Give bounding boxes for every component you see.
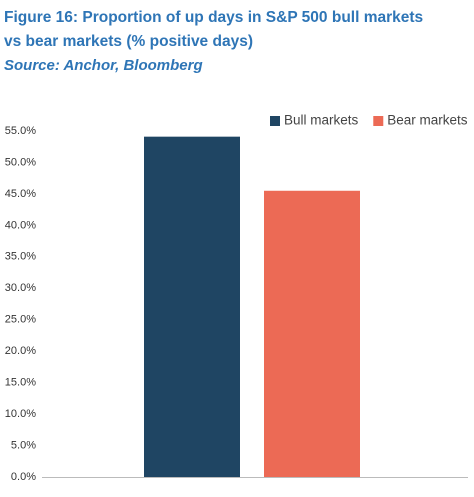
y-tick-label: 55.0%: [5, 125, 36, 137]
bar: [264, 190, 360, 477]
y-tick-label: 35.0%: [5, 251, 36, 263]
bar: [144, 136, 240, 478]
legend-swatch: [373, 116, 384, 126]
y-tick-label: 50.0%: [5, 156, 36, 168]
y-tick-label: 20.0%: [5, 345, 36, 357]
y-tick-label: 30.0%: [5, 282, 36, 294]
y-tick-label: 40.0%: [5, 219, 36, 231]
legend-label: Bear markets: [387, 113, 468, 128]
y-tick-label: 25.0%: [5, 314, 36, 326]
legend-swatch: [270, 116, 280, 126]
chart-title: Figure 16: Proportion of up days in S&P …: [4, 9, 423, 26]
chart-title: vs bear markets (% positive days): [4, 33, 253, 50]
legend-label: Bull markets: [284, 113, 359, 128]
y-tick-label: 15.0%: [5, 377, 36, 389]
y-tick-label: 5.0%: [11, 439, 36, 451]
y-tick-label: 45.0%: [5, 188, 36, 200]
chart-subtitle: Source: Anchor, Bloomberg: [4, 57, 203, 74]
y-tick-label: 10.0%: [5, 408, 36, 420]
y-tick-label: 0.0%: [11, 471, 36, 483]
